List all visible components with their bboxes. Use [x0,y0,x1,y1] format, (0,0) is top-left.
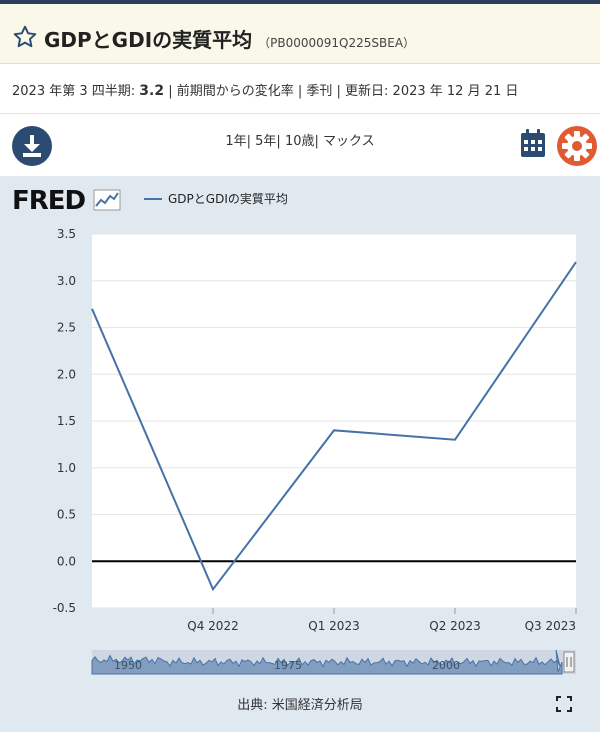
y-tick-label: 0.0 [57,554,76,568]
navigator-year-label: 2000 [432,659,460,672]
chart-legend[interactable]: GDPとGDIの実質平均 [144,190,288,207]
range-separator: | [276,134,281,149]
meta-details: | 前期間からの変化率 | 季刊 | 更新日: 2023 年 12 月 21 日 [168,84,519,99]
y-tick-label: 2.5 [57,321,76,335]
source-note: 出典: 米国経済分析局 [237,698,363,713]
line-chart[interactable]: -0.5 0.0 0.5 1.0 1.5 2.0 2.5 3.0 3.5 Q4 2022 Q1 2… [0,176,600,732]
legend-swatch [144,197,162,200]
star-icon[interactable] [12,24,38,50]
y-axis-labels: -0.5 0.0 0.5 1.0 1.5 2.0 2.5 3.0 3.5 [53,227,76,615]
navigator-labels: 1950 1975 2000 [114,659,460,672]
fullscreen-icon[interactable] [556,696,572,712]
y-tick-label: -0.5 [53,601,76,615]
range-10y[interactable]: 10歳 [284,134,315,149]
series-meta: 2023 年第 3 四半期: 3.2 | 前期間からの変化率 | 季刊 | 更新… [12,80,518,99]
y-tick-label: 3.0 [57,274,76,288]
navigator-series [91,649,563,675]
trend-graph-icon [93,189,121,211]
navigator-year-label: 1950 [114,659,142,672]
latest-value: 3.2 [139,83,165,99]
range-separator: | [246,134,251,149]
range-max[interactable]: マックス [323,134,375,149]
fred-logo[interactable]: FRED [12,186,121,216]
y-tick-label: 1.5 [57,414,76,428]
period-label: 2023 年第 3 四半期: [12,84,136,99]
y-tick-label: 3.5 [57,227,76,241]
divider [0,113,600,114]
gear-icon[interactable] [557,126,597,166]
page-title: GDPとGDIの実質平均 （PB0000091Q225SBEA） [44,24,415,53]
navigator[interactable]: 1950 1975 2000 [91,649,576,675]
x-tick-label: Q2 2023 [429,619,480,633]
chart-container: FRED GDPとGDIの実質平均 -0.5 0.0 0.5 1.0 1.5 2.0 2.5… [0,176,600,732]
x-tick-label: Q3 2023 [525,619,576,633]
series-header: GDPとGDIの実質平均 （PB0000091Q225SBEA） [0,4,600,64]
range-1y[interactable]: 1年 [225,134,247,149]
navigator-handle[interactable] [563,651,575,673]
top-bar [0,0,600,4]
fred-logo-text: FRED [12,186,86,216]
navigator-year-label: 1975 [274,659,302,672]
chart-toolbar: 1年| 5年| 10歳| マックス [0,114,600,176]
legend-label: GDPとGDIの実質平均 [168,192,288,206]
y-tick-label: 0.5 [57,508,76,522]
download-button[interactable] [12,126,52,166]
range-5y[interactable]: 5年 [255,134,277,149]
download-icon [23,135,41,157]
calendar-icon[interactable] [519,128,547,158]
range-separator: | [314,134,319,149]
series-title: GDPとGDIの実質平均 [44,28,253,52]
date-range-selector: 1年| 5年| 10歳| マックス [0,130,600,149]
x-axis-labels: Q4 2022 Q1 2023 Q2 2023 Q3 2023 [187,608,577,633]
x-tick-label: Q1 2023 [308,619,359,633]
x-tick-label: Q4 2022 [187,619,238,633]
series-id: （PB0000091Q225SBEA） [258,36,416,50]
y-tick-label: 1.0 [57,461,76,475]
y-tick-label: 2.0 [57,367,76,381]
series-line[interactable] [91,261,577,592]
